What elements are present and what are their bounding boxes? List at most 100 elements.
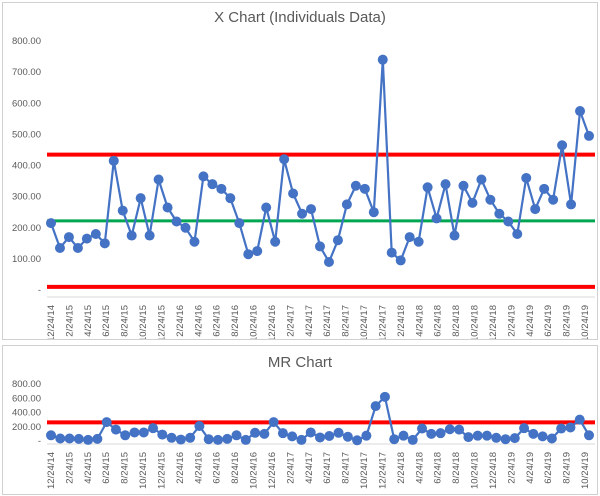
x-chart-x-tick-label: 10/24/15	[138, 305, 149, 339]
x-chart-data-point	[368, 207, 379, 218]
mr-chart-data-point	[565, 422, 576, 433]
mr-chart-data-point	[324, 431, 335, 442]
mr-chart-x-tick-label: 6/24/18	[433, 452, 444, 484]
mr-chart-x-tick-label: 4/24/16	[193, 452, 204, 484]
x-chart-x-tick-label: 12/24/15	[156, 305, 167, 339]
mr-chart-x-tick-label: 2/24/17	[285, 452, 296, 484]
x-chart-x-tick-label: 10/24/18	[470, 305, 481, 339]
mr-chart-x-tick-label: 8/24/19	[562, 452, 573, 484]
x-chart-data-point	[144, 230, 155, 241]
mr-chart-data-point	[194, 421, 205, 432]
mr-chart-x-tick-label: 6/24/15	[101, 452, 112, 484]
x-chart-data-point	[126, 230, 137, 241]
mr-chart-data-point	[157, 429, 168, 440]
mr-chart-x-tick-label: 8/24/16	[230, 452, 241, 484]
x-chart-data-point	[171, 216, 182, 227]
mr-chart-data-point	[546, 433, 557, 444]
mr-chart-data-point	[463, 432, 474, 443]
x-chart-data-point	[198, 171, 209, 182]
mr-chart-data-point	[481, 430, 492, 441]
x-chart-data-point	[413, 236, 424, 247]
x-chart-data-point	[521, 172, 532, 183]
mr-chart-data-point	[305, 427, 316, 438]
mr-chart-data-point	[584, 430, 594, 441]
x-chart-data-point	[539, 183, 550, 194]
mr-chart-data-point	[370, 401, 381, 412]
mr-chart-data-point	[296, 434, 307, 445]
x-chart-x-tick-label: 12/24/14	[46, 305, 57, 339]
x-chart-data-point	[575, 106, 586, 117]
x-chart-x-tick-label: 8/24/16	[230, 305, 241, 337]
mr-chart-data-point	[444, 424, 455, 435]
x-chart-data-point	[162, 202, 173, 213]
x-chart-data-point	[377, 54, 388, 65]
x-chart-y-tick-label: 800.00	[12, 36, 41, 47]
x-chart-x-tick-label: 12/24/16	[267, 305, 278, 339]
mr-chart-data-point	[110, 424, 121, 435]
mr-chart-data-point	[138, 427, 149, 438]
mr-chart-data-point	[240, 434, 251, 445]
x-chart-data-point	[306, 204, 317, 215]
mr-chart-data-point	[83, 434, 94, 445]
x-chart-data-point	[99, 238, 110, 249]
x-chart-x-tick-label: 4/24/19	[525, 305, 536, 337]
x-chart-x-tick-label: 12/24/17	[377, 305, 388, 339]
x-chart-data-point	[494, 208, 505, 219]
mr-chart-data-point	[379, 391, 390, 402]
mr-chart-data-point	[120, 430, 131, 441]
mr-chart-data-point	[361, 430, 372, 441]
x-chart-data-point	[90, 228, 101, 239]
mr-chart-data-point	[175, 434, 186, 445]
mr-chart-x-tick-label: 8/24/18	[451, 452, 462, 484]
mr-chart-x-tick-label: 10/24/15	[138, 452, 149, 489]
mr-chart-data-point	[500, 434, 511, 445]
mr-chart-data-point	[222, 433, 233, 444]
x-chart-data-point	[46, 218, 56, 229]
mr-chart-x-tick-label: 10/24/16	[249, 452, 260, 489]
mr-chart-data-point	[101, 417, 112, 428]
mr-chart-data-point	[537, 431, 548, 442]
x-chart-data-point	[476, 174, 487, 185]
x-chart-data-point	[449, 230, 460, 241]
x-chart-y-tick-label: -	[38, 285, 41, 296]
x-chart-y-tick-label: 600.00	[12, 98, 41, 109]
x-chart-data-point	[81, 233, 92, 244]
x-chart-data-point	[512, 228, 523, 239]
x-chart-data-point	[395, 255, 406, 266]
mr-chart-x-tick-label: 2/24/15	[64, 452, 75, 484]
x-chart-data-point	[503, 216, 514, 227]
mr-chart-data-point	[472, 430, 483, 441]
x-chart-data-point	[557, 140, 568, 151]
x-chart-data-point	[207, 179, 218, 190]
mr-chart-x-tick-label: 10/24/17	[359, 452, 370, 489]
x-chart-x-tick-label: 10/24/19	[580, 305, 591, 339]
x-chart-data-point	[341, 199, 352, 210]
x-chart-data-point	[458, 180, 469, 191]
mr-chart-data-point	[519, 423, 530, 434]
mr-chart-x-tick-label: 12/24/17	[377, 452, 388, 489]
x-chart-x-tick-label: 2/24/16	[175, 305, 186, 337]
mr-chart-y-tick-label: 200.00	[12, 422, 41, 433]
mr-chart-data-point	[389, 434, 400, 445]
x-chart-data-point	[180, 222, 191, 233]
mr-chart-data-point	[73, 433, 84, 444]
mr-chart-x-tick-label: 12/24/16	[267, 452, 278, 489]
x-chart-data-point	[404, 232, 415, 243]
mr-chart-x-tick-label: 10/24/19	[580, 452, 591, 489]
mr-chart-x-tick-label: 4/24/17	[304, 452, 315, 484]
mr-chart-data-point	[435, 428, 446, 439]
x-chart-data-point	[359, 183, 370, 194]
x-chart-data-point	[63, 232, 74, 243]
mr-chart-data-point	[426, 428, 437, 439]
x-chart-x-tick-label: 8/24/17	[341, 305, 352, 337]
x-chart-data-point	[189, 236, 200, 247]
mr-chart-x-tick-label: 8/24/15	[120, 452, 131, 484]
mr-chart-x-tick-label: 4/24/15	[83, 452, 94, 484]
mr-chart-data-point	[509, 433, 520, 444]
mr-chart-data-point	[148, 423, 159, 434]
mr-chart-x-tick-label: 2/24/19	[506, 452, 517, 484]
mr-chart-data-point	[268, 417, 279, 428]
x-chart-x-tick-label: 6/24/18	[433, 305, 444, 337]
x-chart-y-tick-label: 700.00	[12, 67, 41, 78]
x-chart-data-point	[135, 193, 146, 204]
